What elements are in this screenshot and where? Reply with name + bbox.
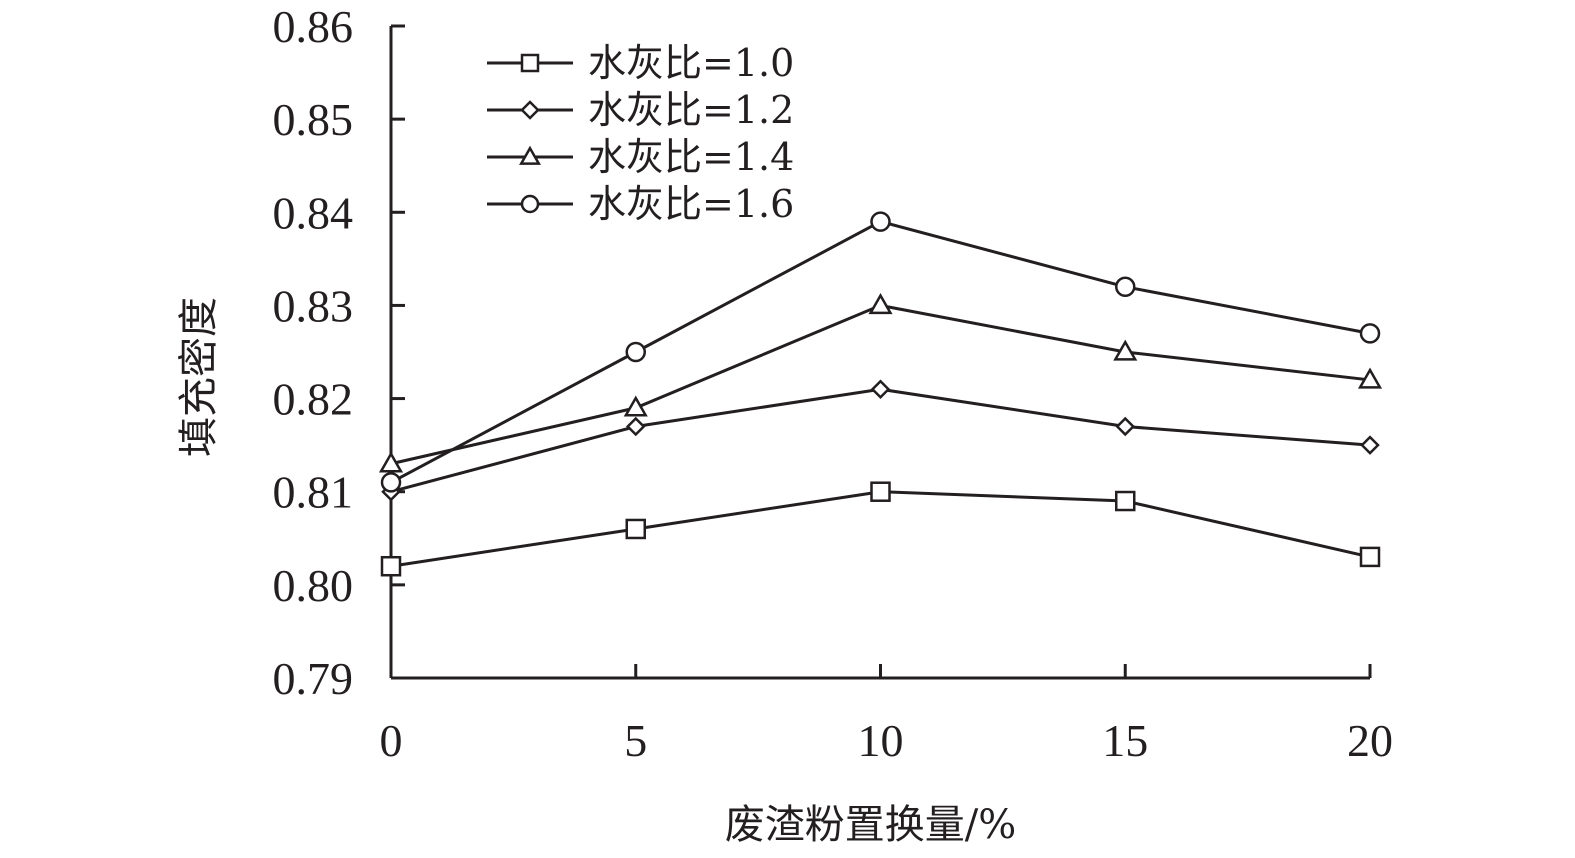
legend-item: 水灰比=1.6 xyxy=(487,182,794,226)
y-tick-label: 0.85 xyxy=(273,94,354,145)
legend-marker-square xyxy=(520,53,540,73)
series-layer xyxy=(378,211,1383,577)
data-point-square xyxy=(380,555,402,577)
legend-marker-circle xyxy=(520,194,540,214)
data-point-square xyxy=(1359,546,1381,568)
data-point-diamond xyxy=(1360,435,1380,455)
legend-item: 水灰比=1.4 xyxy=(487,135,794,179)
y-tick-label: 0.80 xyxy=(273,560,354,611)
x-tick-label: 10 xyxy=(858,715,904,766)
data-point-triangle xyxy=(1113,339,1138,361)
data-point-circle xyxy=(380,472,402,493)
legend-marker-triangle xyxy=(519,145,541,165)
data-point-square xyxy=(1115,490,1136,512)
y-tick-label: 0.81 xyxy=(273,467,354,518)
data-point-triangle xyxy=(1357,367,1383,389)
series-1 xyxy=(380,481,1381,577)
x-tick-label: 20 xyxy=(1347,715,1393,766)
data-point-square xyxy=(625,518,646,540)
legend-label: 水灰比=1.6 xyxy=(588,182,794,226)
data-point-circle xyxy=(1115,276,1136,298)
y-tick-label: 0.79 xyxy=(273,653,354,704)
y-axis-title: 填充密度 xyxy=(176,297,222,457)
data-point-circle xyxy=(625,341,646,363)
series-4 xyxy=(380,211,1381,493)
y-tick-label: 0.86 xyxy=(273,1,354,52)
data-point-diamond xyxy=(870,379,891,400)
axes: 0.79 0.80 0.81 0.82 0.83 0.84 0.85 0.86 0 5 10 15 20 xyxy=(273,1,1394,766)
data-point-triangle xyxy=(378,451,404,473)
x-tick-label: 0 xyxy=(380,715,403,766)
series-line xyxy=(390,490,1371,568)
data-point-triangle xyxy=(623,395,648,417)
x-tick-label: 5 xyxy=(624,715,647,766)
y-tick-label: 0.82 xyxy=(273,374,354,425)
y-tick-label: 0.83 xyxy=(273,280,354,331)
data-point-diamond xyxy=(625,416,646,437)
legend-label: 水灰比=1.0 xyxy=(588,41,794,85)
data-point-circle xyxy=(870,211,891,232)
data-point-square xyxy=(870,481,891,502)
legend-item: 水灰比=1.2 xyxy=(487,88,794,132)
legend-label: 水灰比=1.2 xyxy=(588,88,794,132)
legend-item: 水灰比=1.0 xyxy=(487,41,794,85)
legend-marker-diamond xyxy=(520,100,540,120)
x-tick-label: 15 xyxy=(1102,715,1148,766)
series-line xyxy=(390,219,1371,484)
y-tick-label: 0.84 xyxy=(273,187,354,238)
legend-label: 水灰比=1.4 xyxy=(588,135,794,179)
x-axis-title: 废渣粉置换量/% xyxy=(725,802,1016,848)
data-point-triangle xyxy=(868,293,893,315)
series-3 xyxy=(378,293,1383,473)
data-point-diamond xyxy=(1115,416,1136,437)
data-point-circle xyxy=(1359,323,1381,344)
